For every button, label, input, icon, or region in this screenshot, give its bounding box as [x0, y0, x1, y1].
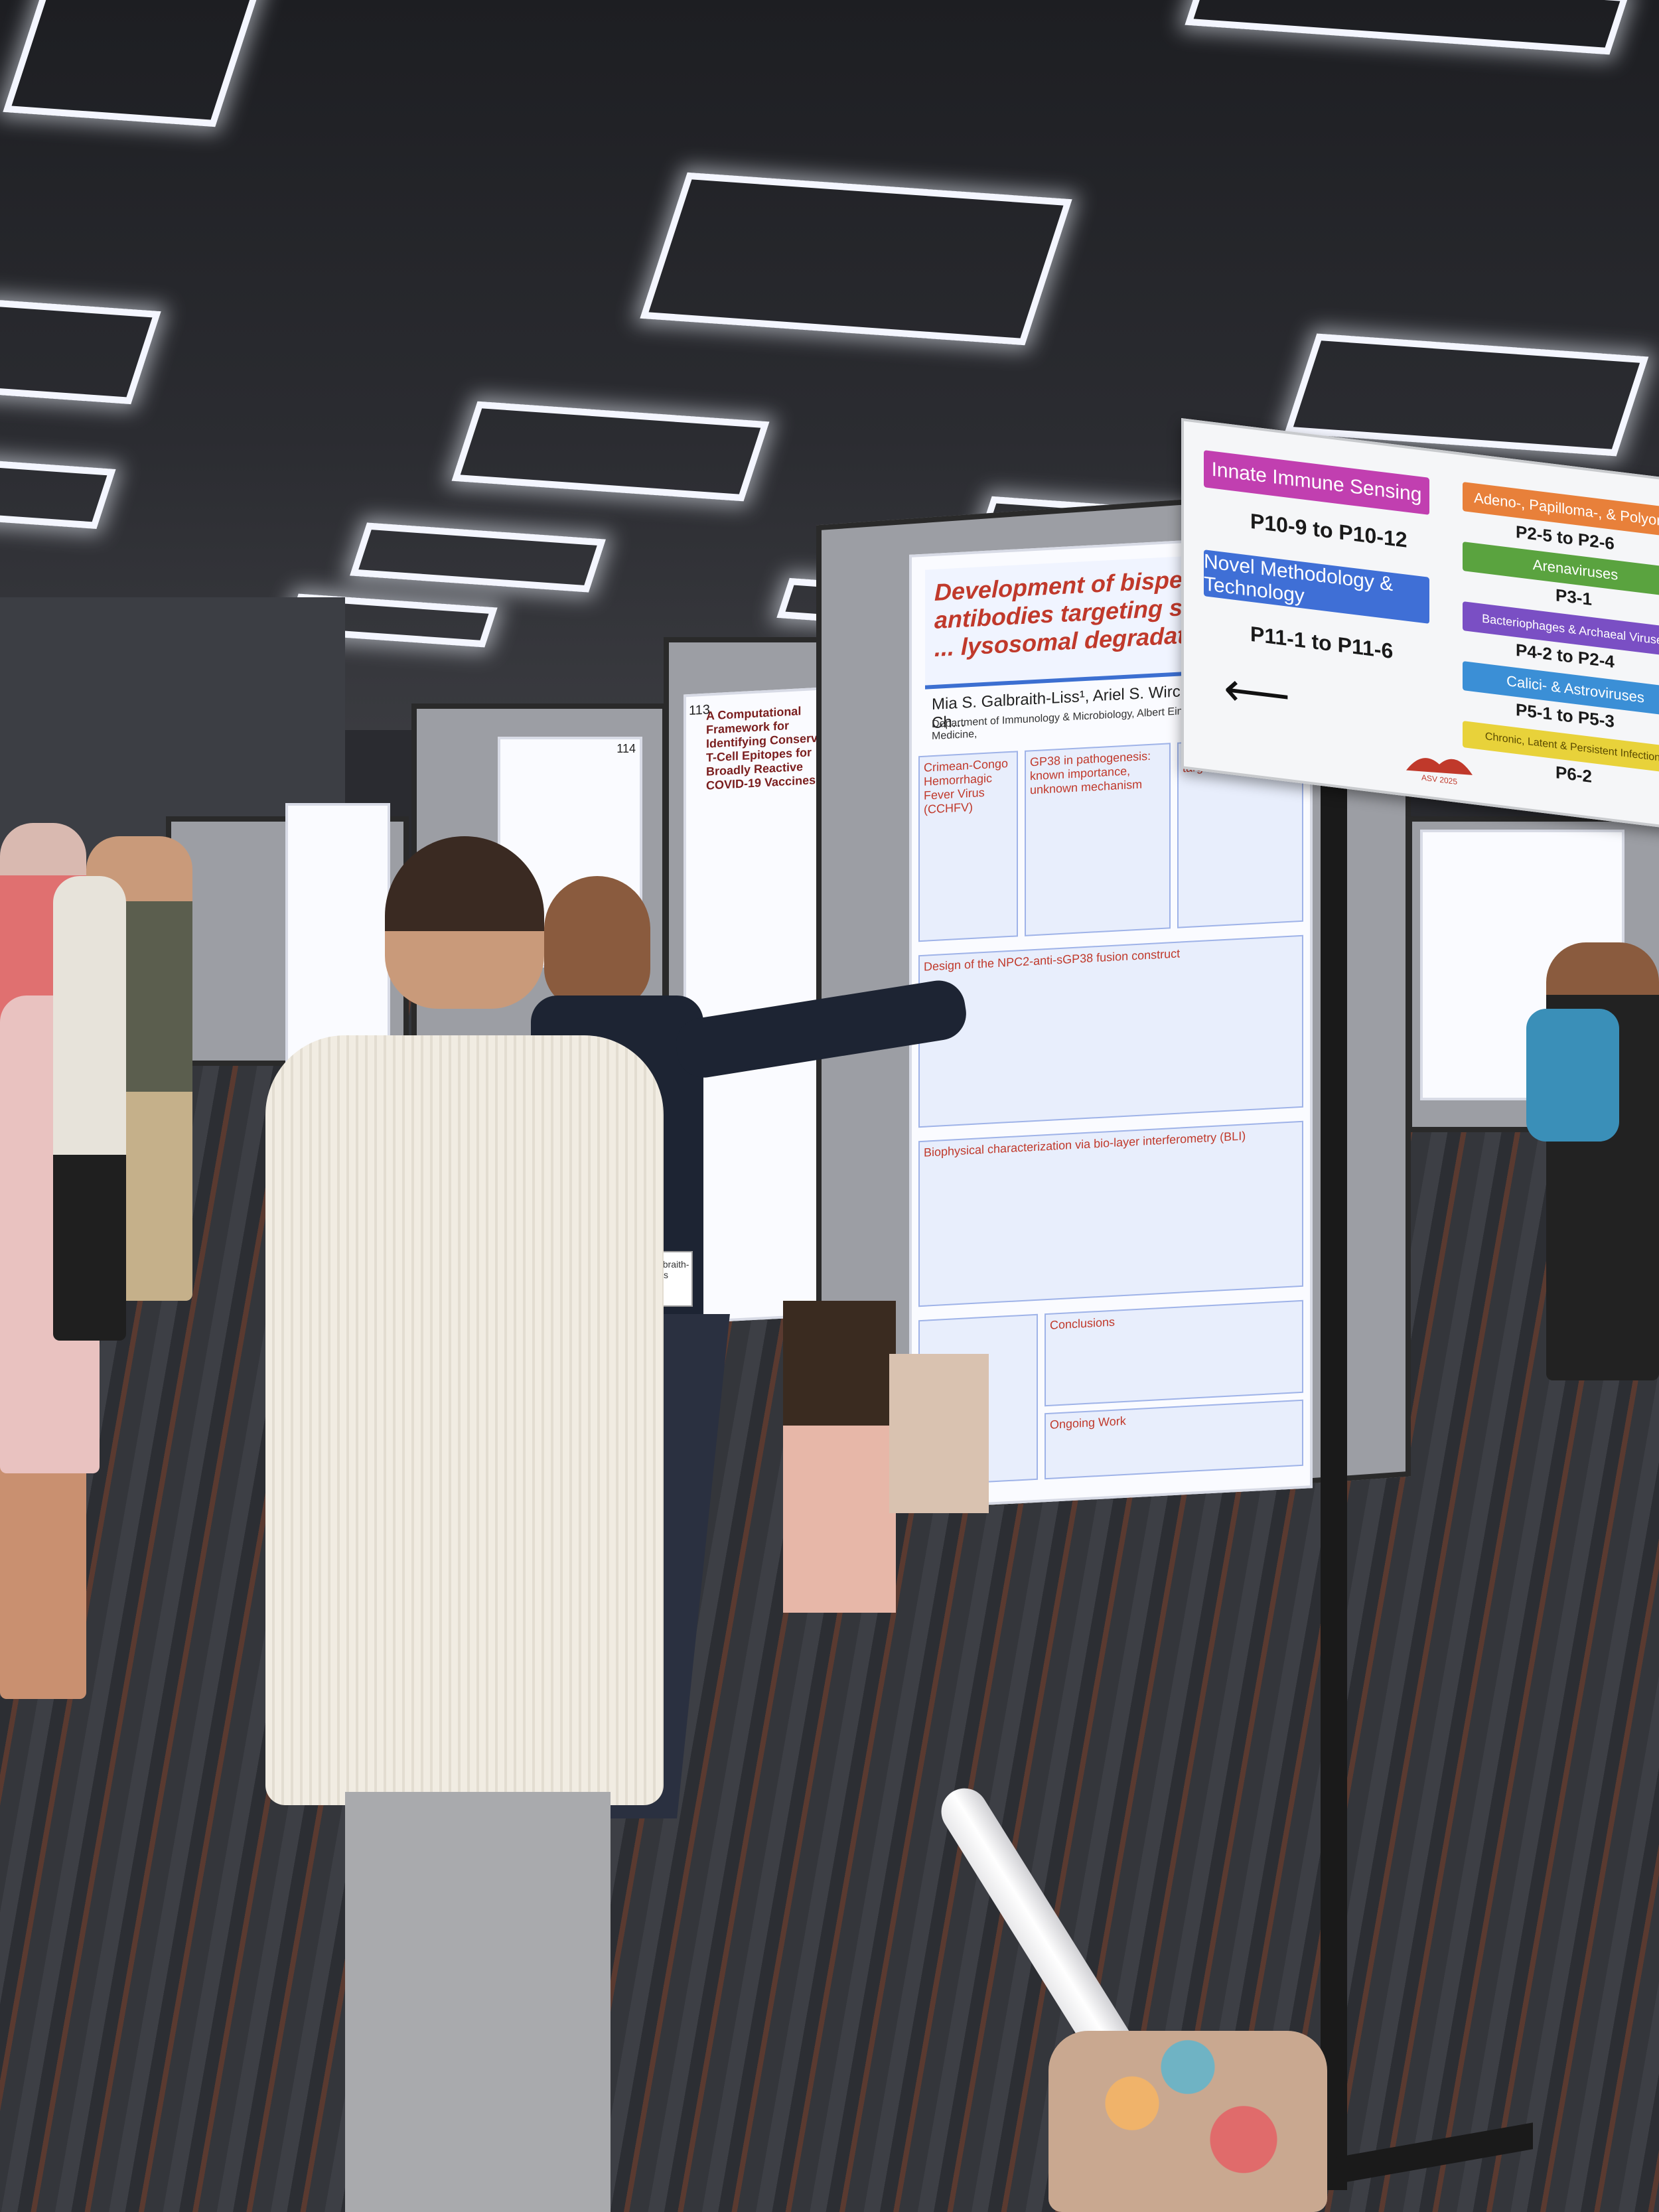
asv-logo: ASV 2025 [1403, 740, 1476, 789]
poster-section: Crimean-Congo Hemorrhagic Fever Virus (C… [918, 751, 1018, 942]
sign-stand-pole [1321, 763, 1347, 2190]
attendee-legs [783, 1301, 896, 1613]
viewer-cardigan [265, 1035, 664, 1805]
section-directional-sign: Innate Immune Sensing P10-9 to P10-12 No… [1181, 418, 1659, 833]
background-poster [285, 803, 390, 1074]
poster-section: Biophysical characterization via bio-lay… [918, 1120, 1303, 1307]
sign-code: P6-2 [1555, 762, 1592, 786]
arrow-left-icon: ⟵ [1224, 662, 1291, 723]
poster-number: 114 [616, 742, 636, 755]
poster-section: Design of the NPC2-anti-sGP38 fusion con… [918, 934, 1303, 1128]
viewer-head [385, 836, 544, 1009]
poster-section: Ongoing Work [1045, 1399, 1303, 1480]
attendee [53, 876, 126, 1341]
sign-code: P3-1 [1555, 585, 1592, 609]
viewer [265, 836, 677, 2212]
svg-text:ASV 2025: ASV 2025 [1421, 773, 1457, 786]
sign-tag-innate: Innate Immune Sensing [1204, 450, 1429, 515]
sign-tag-methodology: Novel Methodology & Technology [1204, 550, 1429, 624]
attendee-legs [889, 1354, 989, 1513]
patterned-bag [1048, 2031, 1327, 2212]
attendee [1546, 942, 1659, 1380]
ceiling-light [0, 460, 116, 529]
sign-code: P11-1 to P11-6 [1250, 621, 1394, 664]
presenter-head [544, 876, 650, 1009]
ceiling-light [640, 172, 1072, 346]
backpack [1526, 1009, 1619, 1142]
viewer-trousers [345, 1792, 611, 2212]
poster-section: Conclusions [1045, 1299, 1303, 1407]
sign-code: P10-9 to P10-12 [1250, 508, 1407, 552]
poster-section: GP38 in pathogenesis: known importance, … [1025, 743, 1171, 936]
